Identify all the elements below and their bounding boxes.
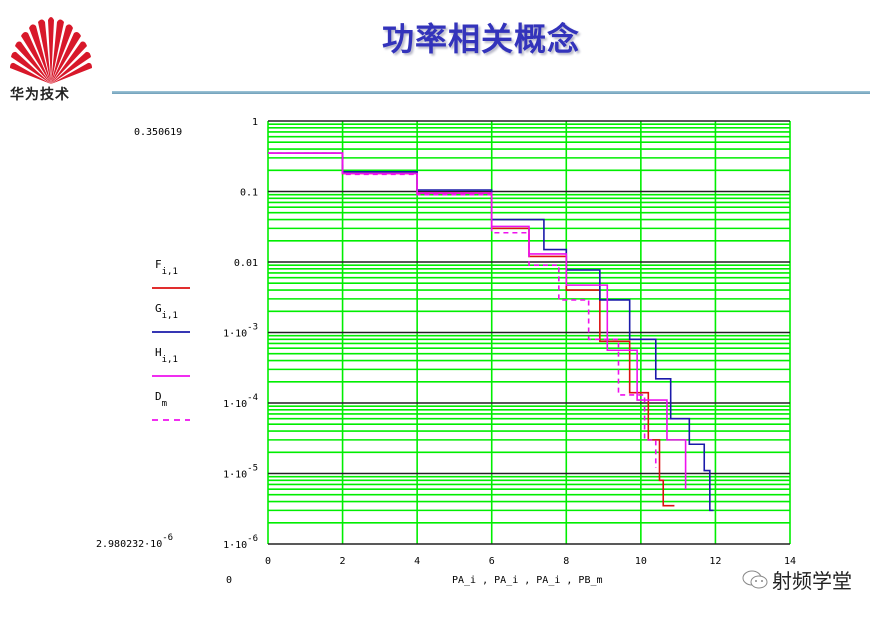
x-left-annotation: 0 <box>226 575 232 586</box>
y-tick-label: 0.1 <box>240 188 258 199</box>
grid <box>267 120 791 545</box>
legend-label: Hi,1 <box>155 346 178 365</box>
y-tick-label: 1·10-3 <box>223 323 258 340</box>
legend: Fi,1 Gi,1 Hi,1 Dm <box>152 258 190 421</box>
legend-label: Dm <box>155 390 167 409</box>
watermark: 射频学堂 <box>742 565 852 594</box>
y-tick-label: 1·10-6 <box>223 534 258 551</box>
legend-label: Gi,1 <box>155 302 178 321</box>
x-tick-label: 10 <box>635 556 647 567</box>
series-line-1 <box>268 152 714 512</box>
header-divider <box>112 91 870 94</box>
y-tick-label: 1 <box>252 117 258 128</box>
x-tick-label: 12 <box>709 556 721 567</box>
wechat-icon <box>742 570 768 588</box>
page-title: 功率相关概念 <box>382 20 581 58</box>
y-tick-label: 0.01 <box>234 258 258 269</box>
series-line-2 <box>268 152 687 490</box>
x-tick-label: 4 <box>414 556 420 567</box>
legend-label: Fi,1 <box>155 258 178 277</box>
x-axis-label: PA_i , PA_i , PA_i , PB_m <box>452 575 603 586</box>
x-tick-label: 0 <box>265 556 271 567</box>
y-bottom-annotation: 2.980232·10-6 <box>96 533 173 550</box>
x-tick-label: 8 <box>563 556 569 567</box>
logo-text: 华为技术 <box>10 87 70 103</box>
y-top-annotation: 0.350619 <box>134 127 182 138</box>
y-tick-label: 1·10-5 <box>223 464 258 481</box>
x-tick-label: 6 <box>489 556 495 567</box>
x-tick-label: 2 <box>340 556 346 567</box>
watermark-text: 射频学堂 <box>772 569 852 593</box>
x-tick-label: 14 <box>784 556 796 567</box>
huawei-petals-icon <box>10 17 92 84</box>
huawei-logo <box>8 14 94 104</box>
y-tick-label: 1·10-4 <box>223 393 258 410</box>
